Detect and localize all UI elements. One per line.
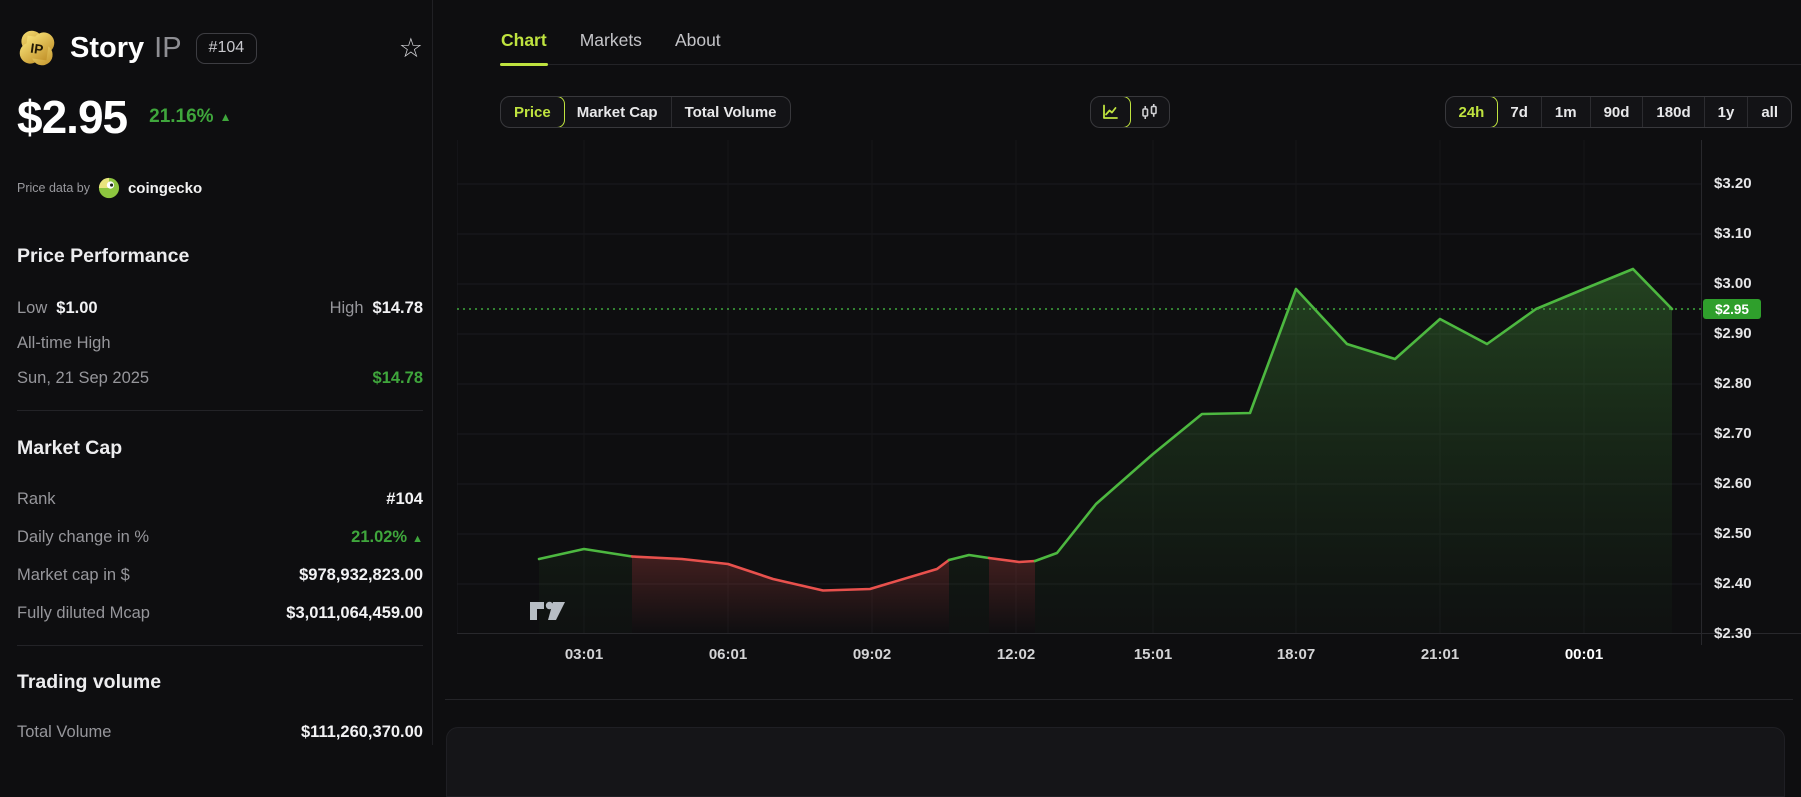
price-axis-label: $3.20 [1714, 175, 1752, 192]
market-cap-rows: Rank #104 Daily change in % 21.02% ▲ Market c… [17, 488, 423, 640]
stat-label: Fully diluted Mcap [17, 603, 150, 622]
coin-sidebar: IP Story IP #104 ☆ $2.95 21.16% ▲ Price … [0, 0, 433, 745]
time-axis-label: 03:01 [564, 646, 604, 663]
coingecko-logo-icon [98, 177, 120, 199]
price-axis-label: $2.70 [1714, 425, 1752, 442]
price-axis-label: $3.10 [1714, 225, 1752, 242]
section-title-trading-volume: Trading volume [17, 671, 162, 693]
divider [17, 645, 423, 646]
price-axis-label: $2.50 [1714, 525, 1752, 542]
time-axis-label: 00:01 [1564, 646, 1604, 663]
coin-logo-icon: IP [19, 30, 55, 66]
high-label: High [329, 298, 364, 317]
metric-selector: Price Market Cap Total Volume [500, 96, 791, 128]
stat-value: $111,260,370.00 [300, 722, 423, 741]
tab-markets[interactable]: Markets [579, 30, 642, 50]
coin-logo-text: IP [29, 41, 44, 58]
high-value: $14.78 [372, 298, 423, 317]
range-button-1y[interactable]: 1y [1705, 97, 1749, 127]
chart-type-toggle [1090, 96, 1170, 128]
stat-row: Rank #104 [17, 488, 423, 510]
low-high-row: Low $1.00 High $14.78 [17, 297, 423, 319]
stat-row: Daily change in % 21.02% ▲ [17, 526, 423, 548]
coingecko-link[interactable]: coingecko [127, 179, 203, 197]
time-axis-label: 18:07 [1276, 646, 1316, 663]
coin-ticker: IP [154, 31, 182, 64]
ath-label: All-time High [17, 333, 111, 352]
price-axis-label: $2.90 [1714, 325, 1752, 342]
price-change: 21.16% ▲ [149, 106, 232, 127]
price-attribution: Price data by coingecko [17, 177, 423, 199]
time-axis-label: 12:02 [996, 646, 1036, 663]
time-axis: 03:01 06:01 09:02 12:02 15:01 18:07 21:01 00:01 [457, 646, 1701, 666]
price-axis-label: $2.80 [1714, 375, 1752, 392]
favorite-star-icon[interactable]: ☆ [398, 32, 423, 63]
metric-button-total-volume[interactable]: Total Volume [684, 103, 777, 121]
candlestick-chart-button[interactable] [1130, 97, 1169, 127]
price-chart-svg [457, 140, 1701, 634]
range-button-90d[interactable]: 90d [1591, 97, 1644, 127]
trading-volume-rows: Total Volume $111,260,370.00 [17, 721, 423, 759]
range-button-180d[interactable]: 180d [1643, 97, 1705, 127]
price-chart[interactable] [457, 140, 1701, 634]
chart-bottom-axis-line [457, 633, 1801, 634]
stat-label: Daily change in % [17, 527, 150, 546]
section-title-price-performance: Price Performance [17, 245, 190, 267]
stat-label: Total Volume [17, 722, 112, 741]
low-label: Low [17, 298, 48, 317]
tab-bar: Chart Markets About [500, 28, 1801, 66]
rank-badge: #104 [195, 32, 258, 64]
stat-value: $3,011,064,459.00 [286, 603, 423, 622]
stat-label: Rank [17, 489, 56, 508]
coin-header: IP Story IP #104 ☆ [17, 26, 423, 70]
stat-row: Total Volume $111,260,370.00 [17, 721, 423, 743]
range-button-1m[interactable]: 1m [1542, 97, 1591, 127]
up-arrow-icon: ▲ [219, 110, 232, 124]
time-axis-label: 06:01 [708, 646, 748, 663]
tradingview-logo[interactable] [528, 598, 570, 624]
stat-value: $978,932,823.00 [299, 565, 423, 584]
stat-value: 21.02% ▲ [351, 527, 423, 546]
stat-row: Market cap in $ $978,932,823.00 [17, 564, 423, 586]
ath-label-row: All-time High [17, 332, 423, 354]
range-button-7d[interactable]: 7d [1497, 97, 1542, 127]
metric-button-price[interactable]: Price [500, 97, 565, 127]
ath-value: $14.78 [372, 368, 423, 387]
time-range-selector: 24h 7d 1m 90d 180d 1y all [1444, 96, 1792, 128]
chart-controls: Price Market Cap Total Volume 24h 7d 1m 90d 18… [434, 96, 1801, 128]
price-axis-label: $2.40 [1714, 575, 1752, 592]
range-button-24h[interactable]: 24h [1445, 97, 1499, 127]
price-axis: $3.20 $3.10 $3.00 $2.90 $2.80 $2.70 $2.60 $2.50… [1701, 140, 1801, 645]
low-value: $1.00 [56, 298, 98, 317]
time-axis-label: 15:01 [1133, 646, 1173, 663]
price-axis-label: $2.30 [1714, 625, 1752, 642]
line-chart-icon [1101, 103, 1120, 121]
main-content: Chart Markets About Price Market Cap Total V… [434, 0, 1801, 797]
up-arrow-icon: ▲ [412, 532, 423, 545]
current-price: $2.95 [17, 91, 128, 143]
range-button-all[interactable]: all [1761, 103, 1778, 121]
price-axis-label: $3.00 [1714, 275, 1752, 292]
section-title-market-cap: Market Cap [17, 437, 123, 459]
price-row: $2.95 21.16% ▲ [17, 90, 423, 144]
stat-label: Market cap in $ [17, 565, 130, 584]
markets-panel [446, 727, 1785, 797]
tab-chart[interactable]: Chart [500, 28, 548, 66]
line-chart-button[interactable] [1091, 97, 1131, 127]
price-axis-label: $2.60 [1714, 475, 1752, 492]
metric-button-market-cap[interactable]: Market Cap [564, 97, 672, 127]
stat-row: Fully diluted Mcap $3,011,064,459.00 [17, 602, 423, 624]
time-axis-label: 21:01 [1420, 646, 1460, 663]
section-divider [445, 699, 1793, 700]
current-price-tag: $2.95 [1703, 299, 1761, 319]
candlestick-chart-icon [1140, 103, 1159, 121]
tab-about[interactable]: About [674, 30, 721, 50]
coin-name: Story [70, 31, 145, 64]
ath-date: Sun, 21 Sep 2025 [17, 368, 150, 387]
ath-value-row: Sun, 21 Sep 2025 $14.78 [17, 367, 423, 389]
time-axis-label: 09:02 [852, 646, 892, 663]
divider [17, 410, 423, 411]
stat-value: #104 [386, 489, 423, 508]
